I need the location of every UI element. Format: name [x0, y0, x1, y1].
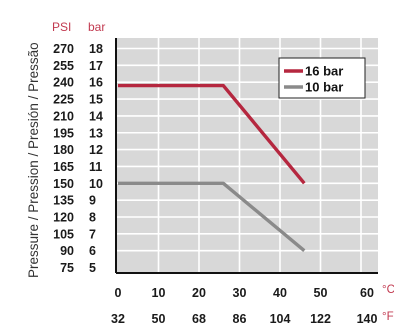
fahrenheit-tick-label: 32: [111, 312, 125, 325]
series-line: [118, 181, 306, 253]
legend-label: 10 bar: [305, 80, 343, 95]
psi-tick-label: 135: [53, 194, 74, 208]
psi-tick-label: 225: [53, 93, 74, 107]
y-axis-title: Pressure / Pression / Presión / Pressão: [26, 42, 41, 278]
bar-tick-label: 14: [89, 109, 103, 123]
psi-tick-label: 90: [60, 244, 74, 258]
bar-unit-label: bar: [88, 20, 105, 34]
fahrenheit-tick-label: 50: [152, 312, 166, 325]
psi-tick-label: 180: [53, 143, 74, 157]
fahrenheit-tick-label: 104: [270, 312, 291, 325]
celsius-tick-label: 30: [233, 286, 247, 300]
fahrenheit-tick-label: 68: [192, 312, 206, 325]
celsius-tick-label: 60: [360, 286, 374, 300]
fahrenheit-tick-label: 86: [233, 312, 247, 325]
legend-box: [278, 57, 366, 99]
series-lines: [118, 83, 306, 253]
bar-tick-label: 17: [89, 59, 103, 73]
bar-tick-label: 16: [89, 76, 103, 90]
psi-tick-label: 120: [53, 211, 74, 225]
fahrenheit-tick-label: 140: [357, 312, 378, 325]
bar-tick-label: 13: [89, 126, 103, 140]
bar-tick-label: 12: [89, 143, 103, 157]
bar-tick-label: 11: [89, 160, 102, 174]
y-tick-labels: 2702552402252101951801651501351201059075…: [53, 42, 103, 275]
bar-tick-label: 7: [89, 227, 96, 241]
psi-tick-label: 150: [53, 177, 74, 191]
psi-tick-label: 210: [53, 109, 74, 123]
psi-tick-label: 165: [53, 160, 74, 174]
bar-tick-label: 9: [89, 194, 96, 208]
psi-tick-label: 240: [53, 76, 74, 90]
legend-label: 16 bar: [305, 64, 343, 79]
celsius-unit-label: °C: [382, 284, 394, 296]
celsius-tick-label: 50: [314, 286, 328, 300]
fahrenheit-unit-label: °F: [382, 311, 394, 323]
celsius-tick-label: 10: [152, 286, 166, 300]
psi-tick-label: 255: [53, 59, 74, 73]
psi-tick-label: 75: [60, 261, 74, 275]
celsius-tick-label: 0: [115, 286, 122, 300]
fahrenheit-tick-label: 122: [310, 312, 331, 325]
bar-tick-label: 6: [89, 244, 96, 258]
psi-tick-label: 105: [53, 227, 74, 241]
psi-tick-label: 195: [53, 126, 74, 140]
x-tick-labels: 0 10 20 30 40 50 60 32 50 68 86 104 122 140 °C °F: [111, 284, 394, 325]
axes: [115, 38, 378, 274]
bar-tick-label: 10: [89, 177, 103, 191]
psi-tick-label: 270: [53, 42, 74, 56]
psi-unit-label: PSI: [52, 20, 71, 34]
celsius-tick-label: 40: [273, 286, 287, 300]
bar-tick-label: 15: [89, 93, 103, 107]
bar-tick-label: 8: [89, 211, 96, 225]
bar-tick-label: 18: [89, 42, 103, 56]
bar-tick-label: 5: [89, 261, 96, 275]
celsius-tick-label: 20: [192, 286, 206, 300]
series-line: [118, 83, 306, 185]
